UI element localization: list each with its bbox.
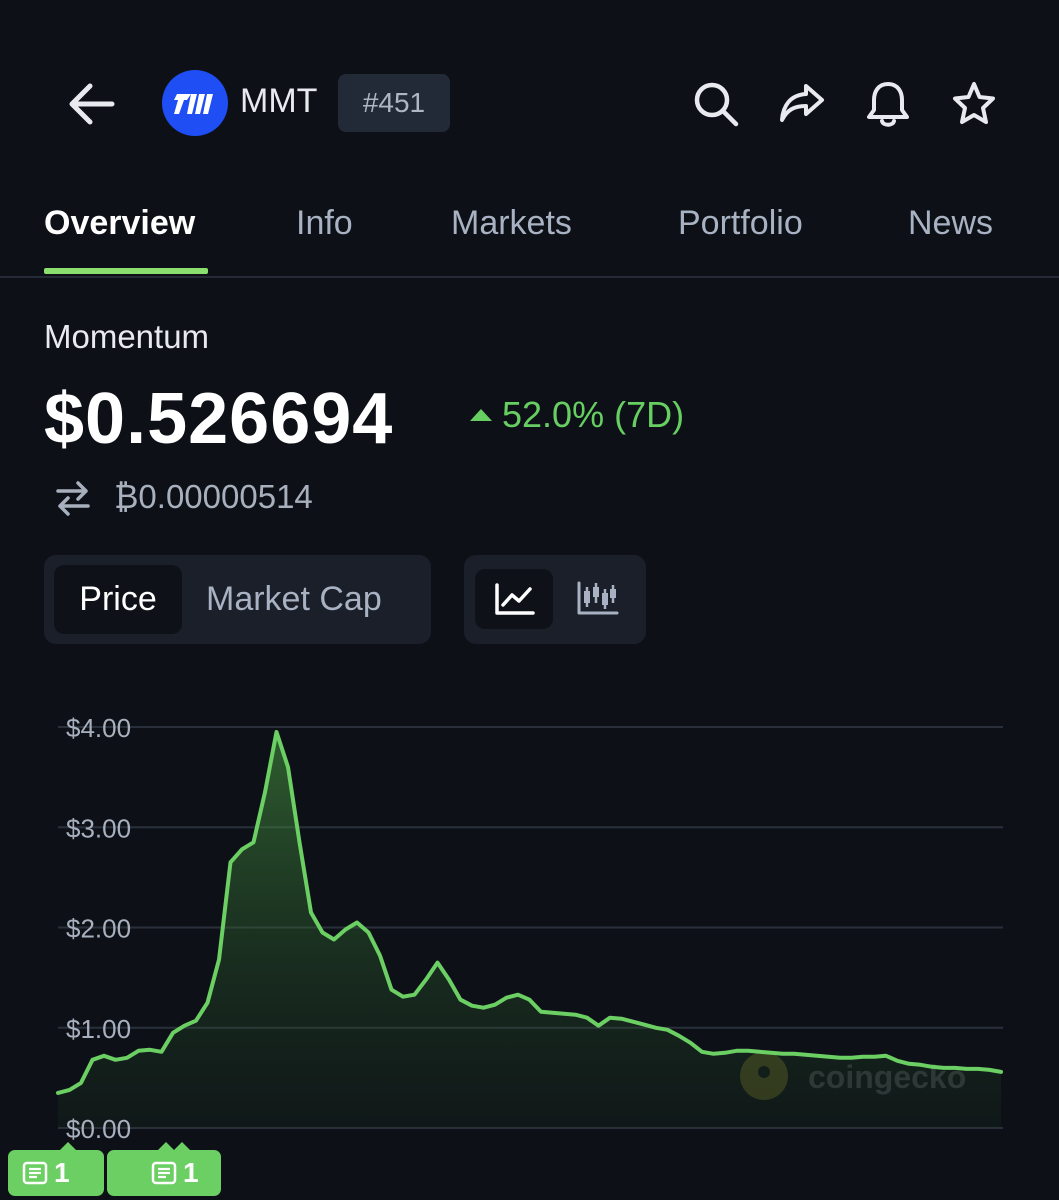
news-count: 1 xyxy=(54,1157,70,1188)
coin-symbol: MMT xyxy=(240,82,318,120)
line-chart-button[interactable] xyxy=(475,569,553,629)
coin-name: Momentum xyxy=(44,318,210,355)
active-tab-indicator xyxy=(44,268,208,274)
y-tick-label: $1.00 xyxy=(66,1014,131,1044)
rank-badge: #451 xyxy=(338,74,450,132)
back-arrow-icon[interactable] xyxy=(62,78,122,130)
y-tick-label: $0.00 xyxy=(66,1114,131,1144)
up-triangle-icon xyxy=(470,409,492,421)
y-tick-label: $2.00 xyxy=(66,914,131,944)
news-badge[interactable]: 1 xyxy=(107,1150,221,1196)
tab-news[interactable]: News xyxy=(908,204,994,242)
news-count: 1 xyxy=(183,1157,199,1188)
bell-icon[interactable] xyxy=(862,78,914,130)
price-chart[interactable]: coingecko $4.00$3.00$2.00$1.00$0.00 xyxy=(0,700,1059,1200)
y-tick-label: $3.00 xyxy=(66,813,131,843)
tab-portfolio[interactable]: Portfolio xyxy=(678,204,803,242)
swap-arrows-icon[interactable] xyxy=(52,478,94,518)
newspaper-icon xyxy=(22,1161,48,1185)
badge-pointer xyxy=(174,1142,190,1150)
candlestick-button[interactable] xyxy=(559,569,637,629)
newspaper-icon xyxy=(151,1161,177,1185)
price-toggle-button[interactable]: Price xyxy=(54,565,182,634)
price-change-value: 52.0% (7D) xyxy=(502,394,685,435)
top-bar: MMT #451 xyxy=(0,0,1059,200)
star-icon[interactable] xyxy=(948,78,1000,130)
share-icon[interactable] xyxy=(776,78,828,130)
tab-overview[interactable]: Overview xyxy=(44,204,196,242)
coin-logo xyxy=(162,70,228,136)
btc-price: ₿0.00000514 xyxy=(114,478,313,515)
badge-pointer xyxy=(60,1142,76,1150)
news-badge[interactable]: 1 xyxy=(8,1150,104,1196)
tab-bar: Overview Info Markets Portfolio News xyxy=(0,190,1059,278)
badge-pointer xyxy=(158,1142,174,1150)
price-change: 52.0% (7D) xyxy=(470,394,684,436)
search-icon[interactable] xyxy=(690,78,742,130)
coin-price: $0.526694 xyxy=(44,379,394,459)
price-line xyxy=(56,730,1003,1095)
tab-info[interactable]: Info xyxy=(296,204,353,242)
price-area xyxy=(58,732,1001,1128)
candlestick-icon xyxy=(577,581,619,615)
chart-style-toggle xyxy=(464,555,646,644)
metric-toggle: Price Market Cap xyxy=(44,555,431,644)
line-chart-icon xyxy=(495,583,535,615)
tab-markets[interactable]: Markets xyxy=(451,204,572,242)
market-cap-toggle-button[interactable]: Market Cap xyxy=(206,580,382,618)
y-tick-label: $4.00 xyxy=(66,713,131,743)
